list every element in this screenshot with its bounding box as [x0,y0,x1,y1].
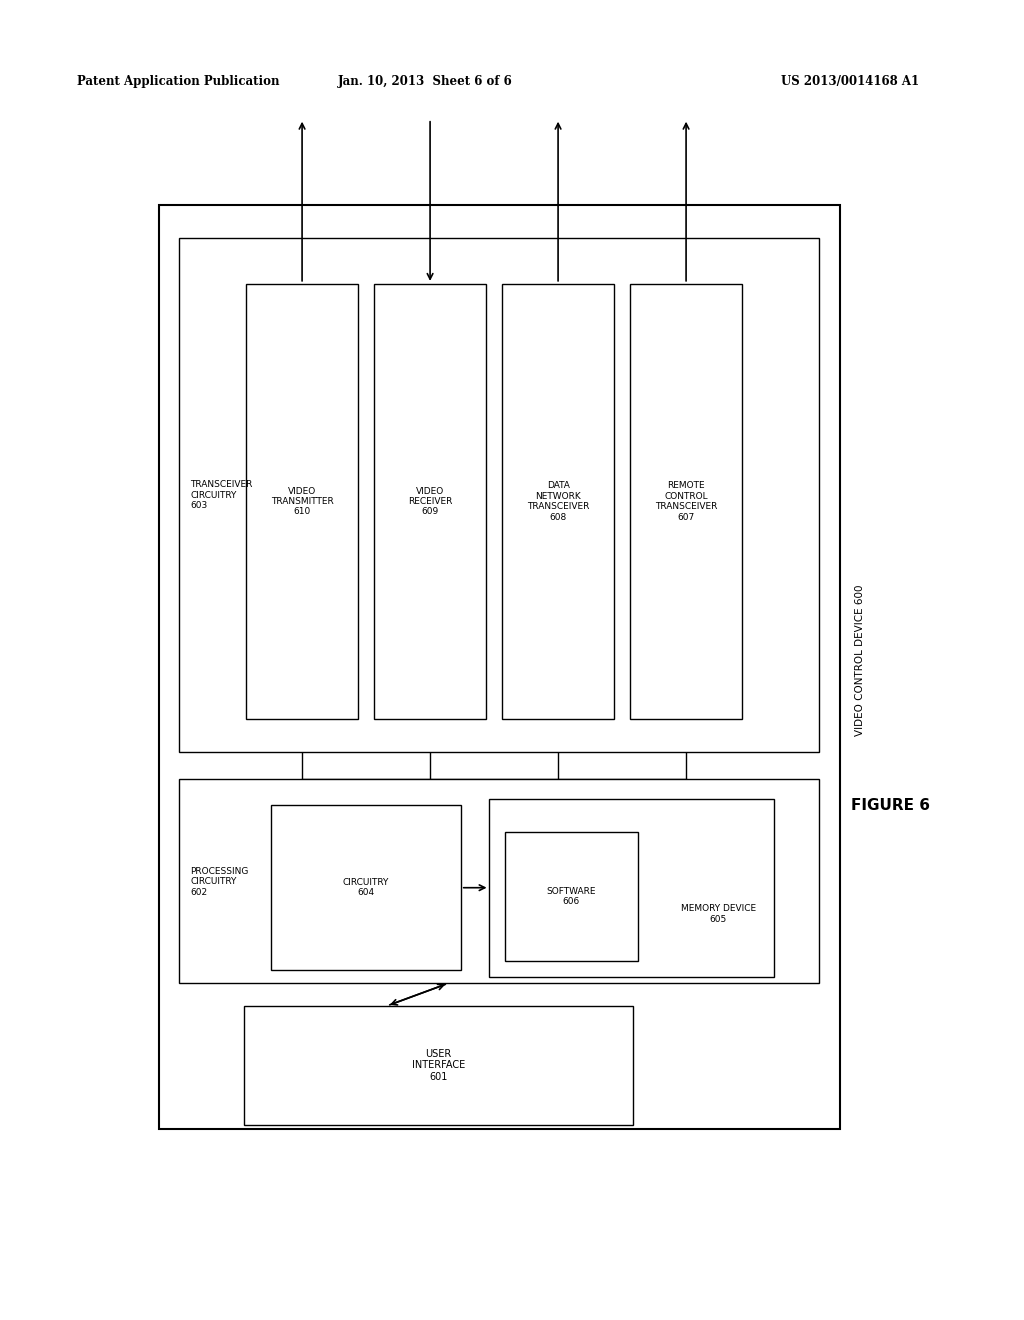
Bar [159,205,840,1129]
Text: USER
INTERFACE
601: USER INTERFACE 601 [412,1048,465,1082]
Bar [502,284,614,719]
Bar [246,284,358,719]
Bar [244,1006,633,1125]
Text: FIGURE 6: FIGURE 6 [851,797,931,813]
Text: CIRCUITRY
604: CIRCUITRY 604 [343,878,389,898]
Bar [630,284,742,719]
Text: REMOTE
CONTROL
TRANSCEIVER
607: REMOTE CONTROL TRANSCEIVER 607 [655,482,717,521]
Text: VIDEO
RECEIVER
609: VIDEO RECEIVER 609 [408,487,453,516]
Text: VIDEO CONTROL DEVICE 600: VIDEO CONTROL DEVICE 600 [855,585,865,735]
Bar [489,799,774,977]
Text: PROCESSING
CIRCUITRY
602: PROCESSING CIRCUITRY 602 [190,867,249,896]
Bar [179,779,819,983]
Bar [374,284,486,719]
Text: TRANSCEIVER
CIRCUITRY
603: TRANSCEIVER CIRCUITRY 603 [190,480,253,510]
Bar [505,832,638,961]
Text: VIDEO
TRANSMITTER
610: VIDEO TRANSMITTER 610 [270,487,334,516]
Bar [271,805,461,970]
Text: US 2013/0014168 A1: US 2013/0014168 A1 [781,75,919,88]
Text: DATA
NETWORK
TRANSCEIVER
608: DATA NETWORK TRANSCEIVER 608 [527,482,589,521]
Text: MEMORY DEVICE
605: MEMORY DEVICE 605 [681,904,756,924]
Bar [179,238,819,752]
Text: SOFTWARE
606: SOFTWARE 606 [547,887,596,906]
Text: Jan. 10, 2013  Sheet 6 of 6: Jan. 10, 2013 Sheet 6 of 6 [338,75,512,88]
Text: Patent Application Publication: Patent Application Publication [77,75,280,88]
